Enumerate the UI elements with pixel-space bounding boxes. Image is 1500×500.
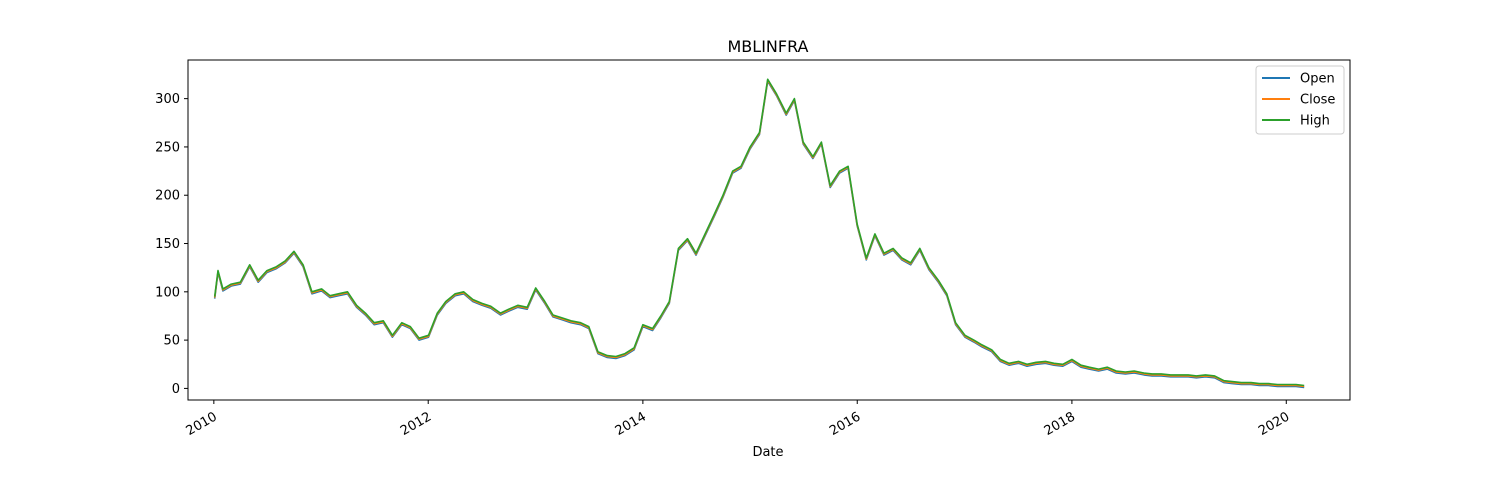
x-axis-title: Date bbox=[752, 445, 783, 460]
legend-label-open: Open bbox=[1300, 72, 1335, 87]
x-tick-label: 2012 bbox=[398, 409, 434, 439]
y-tick-label: 0 bbox=[172, 382, 180, 397]
legend-frame bbox=[1255, 65, 1345, 135]
x-tick-label: 2014 bbox=[613, 409, 649, 439]
x-tick-label: 2016 bbox=[827, 409, 863, 439]
series-line-close bbox=[213, 79, 1305, 388]
series-group bbox=[213, 78, 1305, 389]
y-tick-label: 150 bbox=[155, 237, 180, 252]
x-tick-label: 2018 bbox=[1042, 409, 1078, 439]
series-line-high bbox=[213, 78, 1305, 387]
x-tick-label: 2010 bbox=[184, 409, 220, 439]
chart-title: MBLINFRA bbox=[728, 37, 809, 56]
y-tick-label: 250 bbox=[155, 140, 180, 155]
legend: Open Close High bbox=[1255, 65, 1345, 135]
series-line-open bbox=[213, 80, 1305, 389]
y-tick-label: 50 bbox=[163, 334, 180, 349]
legend-label-high: High bbox=[1300, 114, 1330, 129]
x-axis: 2010 2012 2014 2016 2018 2020 bbox=[184, 400, 1292, 439]
plot-frame bbox=[187, 59, 1351, 401]
y-tick-label: 200 bbox=[155, 189, 180, 204]
y-tick-label: 300 bbox=[155, 92, 180, 107]
y-axis: 0 50 100 150 200 250 300 bbox=[155, 92, 188, 397]
legend-label-close: Close bbox=[1300, 93, 1335, 108]
y-tick-label: 100 bbox=[155, 285, 180, 300]
x-tick-label: 2020 bbox=[1256, 409, 1292, 439]
legend-items: Open Close High bbox=[1262, 72, 1335, 129]
